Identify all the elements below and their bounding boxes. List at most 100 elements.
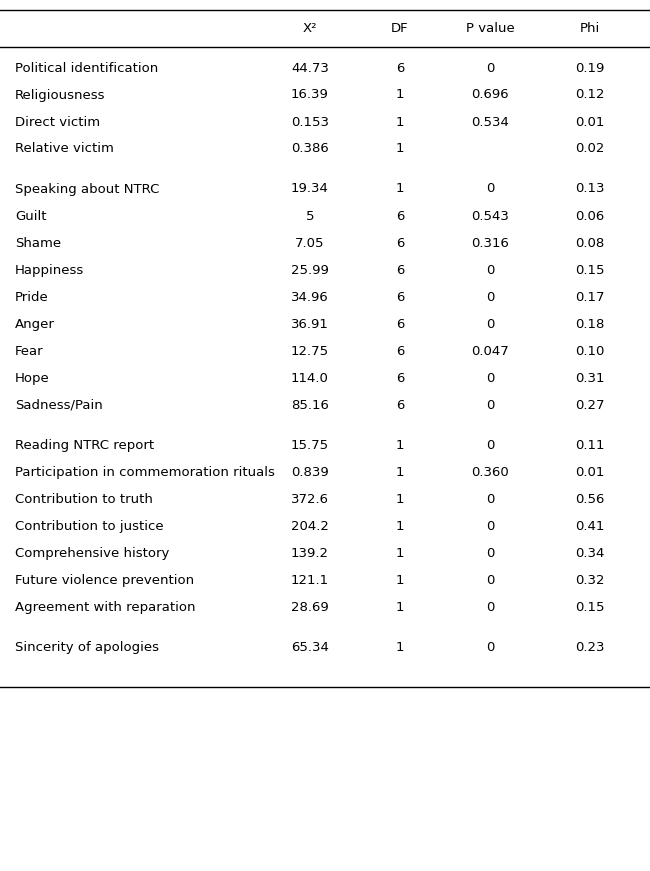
Text: 6: 6	[396, 345, 404, 357]
Text: 0: 0	[486, 640, 494, 653]
Text: 0.56: 0.56	[575, 492, 604, 505]
Text: Sincerity of apologies: Sincerity of apologies	[15, 640, 159, 653]
Text: 6: 6	[396, 210, 404, 222]
Text: 1: 1	[396, 183, 404, 195]
Text: 0.543: 0.543	[471, 210, 509, 222]
Text: Religiousness: Religiousness	[15, 89, 105, 102]
Text: 16.39: 16.39	[291, 89, 329, 102]
Text: 0.17: 0.17	[575, 291, 604, 303]
Text: 12.75: 12.75	[291, 345, 329, 357]
Text: 0.02: 0.02	[575, 143, 604, 156]
Text: 0: 0	[486, 62, 494, 75]
Text: 0: 0	[486, 183, 494, 195]
Text: 114.0: 114.0	[291, 372, 329, 384]
Text: DF: DF	[391, 22, 409, 35]
Text: 25.99: 25.99	[291, 264, 329, 276]
Text: Speaking about NTRC: Speaking about NTRC	[15, 183, 159, 195]
Text: 1: 1	[396, 116, 404, 129]
Text: 0: 0	[486, 573, 494, 586]
Text: Hope: Hope	[15, 372, 50, 384]
Text: 0.32: 0.32	[575, 573, 604, 586]
Text: 0.316: 0.316	[471, 237, 509, 249]
Text: Direct victim: Direct victim	[15, 116, 100, 129]
Text: 0.696: 0.696	[471, 89, 509, 102]
Text: 0.01: 0.01	[575, 116, 604, 129]
Text: Happiness: Happiness	[15, 264, 85, 276]
Text: 0: 0	[486, 492, 494, 505]
Text: 0.15: 0.15	[575, 264, 604, 276]
Text: 0.047: 0.047	[471, 345, 509, 357]
Text: Relative victim: Relative victim	[15, 143, 114, 156]
Text: 0: 0	[486, 318, 494, 330]
Text: 1: 1	[396, 519, 404, 532]
Text: 0.41: 0.41	[575, 519, 604, 532]
Text: 0.34: 0.34	[575, 546, 604, 559]
Text: Political identification: Political identification	[15, 62, 158, 75]
Text: 0.06: 0.06	[575, 210, 604, 222]
Text: X²: X²	[303, 22, 317, 35]
Text: 0.01: 0.01	[575, 465, 604, 478]
Text: 5: 5	[306, 210, 314, 222]
Text: 0.23: 0.23	[575, 640, 604, 653]
Text: P value: P value	[465, 22, 514, 35]
Text: 0.08: 0.08	[575, 237, 604, 249]
Text: 1: 1	[396, 492, 404, 505]
Text: 7.05: 7.05	[295, 237, 325, 249]
Text: 44.73: 44.73	[291, 62, 329, 75]
Text: 15.75: 15.75	[291, 438, 329, 451]
Text: Anger: Anger	[15, 318, 55, 330]
Text: 6: 6	[396, 237, 404, 249]
Text: Fear: Fear	[15, 345, 44, 357]
Text: Contribution to justice: Contribution to justice	[15, 519, 164, 532]
Text: 0.153: 0.153	[291, 116, 329, 129]
Text: 0: 0	[486, 546, 494, 559]
Text: 0: 0	[486, 399, 494, 411]
Text: 0.386: 0.386	[291, 143, 329, 156]
Text: 0.10: 0.10	[575, 345, 604, 357]
Text: 0.13: 0.13	[575, 183, 604, 195]
Text: 6: 6	[396, 318, 404, 330]
Text: 28.69: 28.69	[291, 600, 329, 613]
Text: 19.34: 19.34	[291, 183, 329, 195]
Text: 1: 1	[396, 573, 404, 586]
Text: 1: 1	[396, 143, 404, 156]
Text: 6: 6	[396, 291, 404, 303]
Text: 6: 6	[396, 264, 404, 276]
Text: 0: 0	[486, 438, 494, 451]
Text: Future violence prevention: Future violence prevention	[15, 573, 194, 586]
Text: 1: 1	[396, 640, 404, 653]
Text: 0.360: 0.360	[471, 465, 509, 478]
Text: 34.96: 34.96	[291, 291, 329, 303]
Text: Shame: Shame	[15, 237, 61, 249]
Text: 1: 1	[396, 546, 404, 559]
Text: Contribution to truth: Contribution to truth	[15, 492, 153, 505]
Text: 139.2: 139.2	[291, 546, 329, 559]
Text: 372.6: 372.6	[291, 492, 329, 505]
Text: 0: 0	[486, 600, 494, 613]
Text: 6: 6	[396, 62, 404, 75]
Text: Sadness/Pain: Sadness/Pain	[15, 399, 103, 411]
Text: Guilt: Guilt	[15, 210, 47, 222]
Text: 0: 0	[486, 264, 494, 276]
Text: 6: 6	[396, 372, 404, 384]
Text: 121.1: 121.1	[291, 573, 329, 586]
Text: 85.16: 85.16	[291, 399, 329, 411]
Text: 1: 1	[396, 465, 404, 478]
Text: Pride: Pride	[15, 291, 49, 303]
Text: 36.91: 36.91	[291, 318, 329, 330]
Text: 0.18: 0.18	[575, 318, 604, 330]
Text: 0.11: 0.11	[575, 438, 604, 451]
Text: 1: 1	[396, 600, 404, 613]
Text: 0.19: 0.19	[575, 62, 604, 75]
Text: 0.27: 0.27	[575, 399, 604, 411]
Text: 0: 0	[486, 519, 494, 532]
Text: 0: 0	[486, 291, 494, 303]
Text: 0.839: 0.839	[291, 465, 329, 478]
Text: 65.34: 65.34	[291, 640, 329, 653]
Text: Comprehensive history: Comprehensive history	[15, 546, 170, 559]
Text: Agreement with reparation: Agreement with reparation	[15, 600, 196, 613]
Text: 0: 0	[486, 372, 494, 384]
Text: 1: 1	[396, 438, 404, 451]
Text: 0.15: 0.15	[575, 600, 604, 613]
Text: 1: 1	[396, 89, 404, 102]
